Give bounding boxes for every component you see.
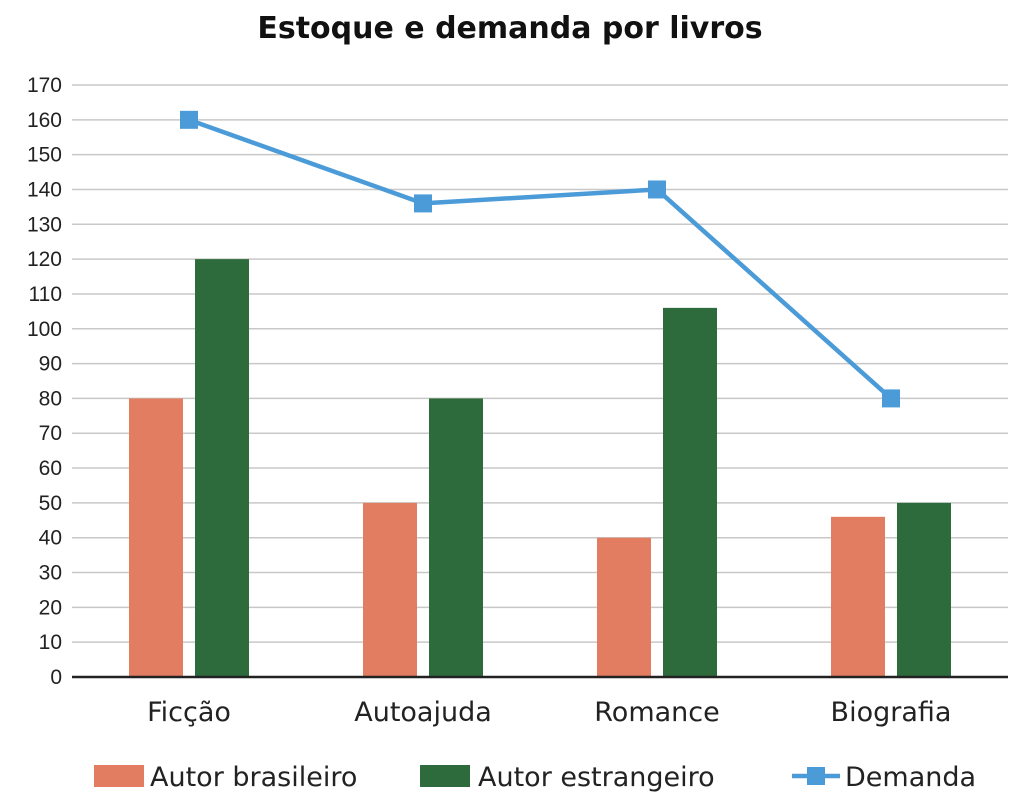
y-tick-label: 100 bbox=[27, 318, 62, 341]
legend-swatch bbox=[94, 765, 144, 787]
demand-line bbox=[180, 110, 900, 408]
y-tick-label: 120 bbox=[27, 248, 62, 271]
y-tick-label: 10 bbox=[39, 631, 62, 654]
legend-label: Demanda bbox=[845, 762, 976, 793]
y-tick-label: 140 bbox=[27, 178, 62, 201]
y-axis-ticks: 0 10 20 30 40 50 60 70 80 90 100 110 120 130 140 150 160… bbox=[27, 74, 62, 689]
legend-swatch-marker bbox=[807, 767, 825, 785]
x-tick-label: Romance bbox=[594, 697, 719, 728]
bar bbox=[429, 398, 483, 677]
bar bbox=[831, 516, 885, 677]
x-tick-label: Ficção bbox=[147, 697, 231, 728]
y-tick-label: 160 bbox=[27, 109, 62, 132]
x-tick-label: Autoajuda bbox=[354, 697, 492, 728]
bars bbox=[129, 259, 951, 677]
bar bbox=[129, 398, 183, 677]
y-tick-label: 30 bbox=[39, 562, 62, 585]
bar bbox=[363, 502, 417, 677]
bar bbox=[195, 259, 249, 677]
y-tick-label: 60 bbox=[39, 457, 62, 480]
y-tick-label: 40 bbox=[39, 527, 62, 550]
line-series bbox=[188, 117, 893, 401]
y-tick-label: 110 bbox=[29, 283, 62, 306]
legend-label: Autor brasileiro bbox=[150, 762, 357, 793]
y-tick-label: 50 bbox=[39, 492, 62, 515]
y-tick-label: 90 bbox=[39, 353, 62, 376]
line-marker bbox=[180, 110, 198, 129]
line-marker bbox=[882, 389, 900, 408]
bar bbox=[663, 307, 717, 677]
y-tick-label: 70 bbox=[39, 422, 62, 445]
y-tick-label: 150 bbox=[27, 144, 62, 167]
line-marker bbox=[414, 194, 432, 213]
chart-title: Estoque e demanda por livros bbox=[257, 11, 762, 46]
line-marker bbox=[648, 180, 666, 199]
y-tick-label: 170 bbox=[27, 74, 62, 97]
legend-swatch bbox=[420, 765, 470, 787]
y-tick-label: 130 bbox=[27, 213, 62, 236]
legend-label: Autor estrangeiro bbox=[478, 762, 715, 793]
bar bbox=[897, 502, 951, 677]
x-axis-ticks: Ficção Autoajuda Romance Biografia bbox=[147, 697, 951, 728]
x-tick-label: Biografia bbox=[831, 697, 952, 728]
y-tick-label: 80 bbox=[39, 387, 62, 410]
legend: Autor brasileiro Autor estrangeiro Demanda bbox=[94, 762, 976, 793]
bar bbox=[597, 537, 651, 677]
y-tick-label: 20 bbox=[39, 596, 62, 619]
y-tick-label: 0 bbox=[50, 666, 62, 689]
